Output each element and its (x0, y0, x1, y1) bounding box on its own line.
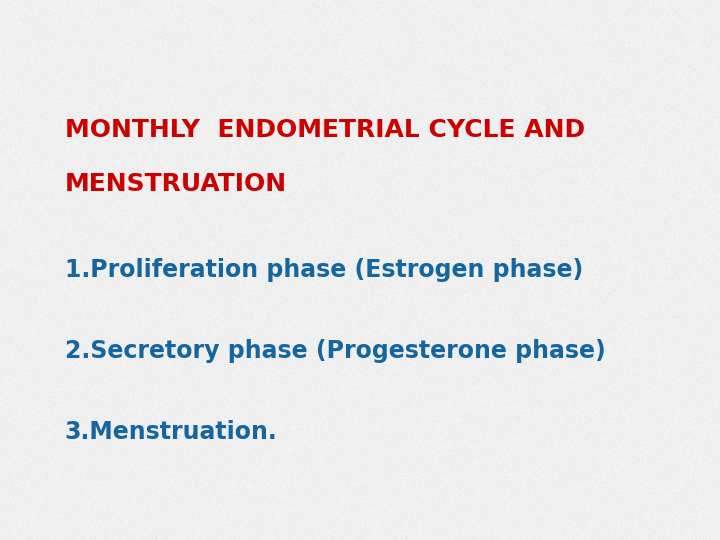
Text: MONTHLY  ENDOMETRIAL CYCLE AND: MONTHLY ENDOMETRIAL CYCLE AND (65, 118, 585, 141)
Text: 1.Proliferation phase (Estrogen phase): 1.Proliferation phase (Estrogen phase) (65, 258, 583, 282)
Text: 3.Menstruation.: 3.Menstruation. (65, 420, 277, 444)
Text: MENSTRUATION: MENSTRUATION (65, 172, 287, 195)
Text: 2.Secretory phase (Progesterone phase): 2.Secretory phase (Progesterone phase) (65, 339, 606, 363)
